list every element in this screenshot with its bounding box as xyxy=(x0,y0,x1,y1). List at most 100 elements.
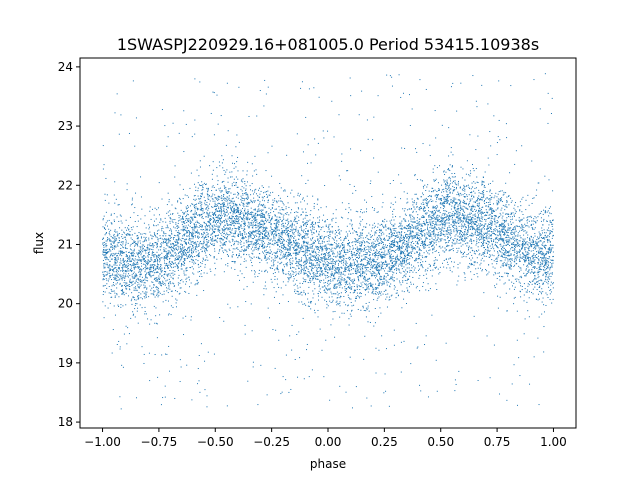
data-point xyxy=(313,276,315,278)
data-point xyxy=(156,294,158,296)
data-point xyxy=(514,246,516,248)
data-point xyxy=(463,234,465,236)
data-point xyxy=(252,225,254,227)
data-point xyxy=(301,237,303,239)
data-point xyxy=(505,239,507,241)
data-point xyxy=(384,270,386,272)
data-point xyxy=(547,252,549,254)
data-point xyxy=(169,210,171,212)
data-point xyxy=(186,277,188,279)
data-point xyxy=(164,282,166,284)
data-point xyxy=(182,215,184,217)
data-point xyxy=(305,231,307,233)
data-point xyxy=(112,269,114,271)
data-point xyxy=(436,198,438,200)
data-point xyxy=(467,267,469,269)
data-point xyxy=(304,294,306,296)
data-point xyxy=(477,224,479,226)
data-point xyxy=(539,285,541,287)
data-point xyxy=(519,209,521,211)
data-point xyxy=(419,252,421,254)
data-point xyxy=(339,281,341,283)
data-point xyxy=(253,201,255,203)
data-point xyxy=(153,220,155,222)
data-point xyxy=(320,254,322,256)
data-point xyxy=(210,255,212,257)
data-point xyxy=(424,256,426,258)
data-point xyxy=(274,257,276,259)
data-point xyxy=(333,247,335,249)
data-point xyxy=(416,233,418,235)
data-point xyxy=(486,233,488,235)
data-point xyxy=(399,241,401,243)
data-point xyxy=(433,230,435,232)
data-point xyxy=(249,234,251,236)
data-point xyxy=(483,200,485,202)
data-point xyxy=(269,243,271,245)
data-point xyxy=(154,242,156,244)
data-point xyxy=(321,235,323,237)
data-point xyxy=(243,231,245,233)
data-point xyxy=(202,234,204,236)
data-point xyxy=(185,219,187,221)
data-point xyxy=(301,245,303,247)
data-point xyxy=(259,193,261,195)
data-point xyxy=(505,257,507,259)
data-point xyxy=(374,287,376,289)
data-point xyxy=(298,244,300,246)
data-point xyxy=(412,204,414,206)
data-point xyxy=(447,241,449,243)
data-point xyxy=(504,251,506,253)
data-point xyxy=(243,202,245,204)
data-point xyxy=(131,276,133,278)
data-point xyxy=(105,257,107,259)
data-point xyxy=(432,227,434,229)
data-point xyxy=(263,214,265,216)
data-point xyxy=(417,236,418,238)
data-point xyxy=(148,226,150,228)
data-point xyxy=(452,200,454,202)
data-point xyxy=(152,243,154,245)
data-point xyxy=(251,224,253,226)
data-point xyxy=(440,198,442,200)
data-point xyxy=(205,249,207,251)
data-point xyxy=(334,272,336,274)
data-point xyxy=(137,295,139,297)
data-point xyxy=(470,234,472,236)
data-point xyxy=(337,268,339,270)
data-point xyxy=(207,206,209,208)
data-point xyxy=(406,209,408,211)
data-point xyxy=(551,244,553,246)
data-point xyxy=(335,260,337,262)
data-point xyxy=(137,259,139,261)
data-point xyxy=(109,240,111,242)
data-point xyxy=(292,273,294,275)
data-point xyxy=(392,204,394,206)
data-point xyxy=(406,253,408,255)
data-point xyxy=(263,230,265,232)
data-point xyxy=(488,236,490,238)
data-point xyxy=(342,246,344,248)
data-point xyxy=(478,203,480,205)
data-point xyxy=(536,245,538,247)
data-point xyxy=(514,235,516,237)
data-point xyxy=(340,279,342,281)
data-point xyxy=(237,274,239,276)
data-point xyxy=(433,180,435,182)
data-point xyxy=(136,226,138,228)
data-point xyxy=(390,277,392,279)
data-point xyxy=(372,270,374,272)
data-point xyxy=(197,254,199,256)
data-point xyxy=(499,224,501,226)
data-point xyxy=(543,245,545,247)
data-point xyxy=(166,264,168,266)
data-point xyxy=(511,281,513,283)
data-point xyxy=(428,195,430,197)
data-point xyxy=(129,257,131,259)
data-point xyxy=(319,274,321,276)
data-point xyxy=(135,273,137,275)
data-point xyxy=(454,205,456,207)
data-point xyxy=(269,255,271,257)
data-point xyxy=(497,207,499,209)
data-point xyxy=(243,206,245,208)
